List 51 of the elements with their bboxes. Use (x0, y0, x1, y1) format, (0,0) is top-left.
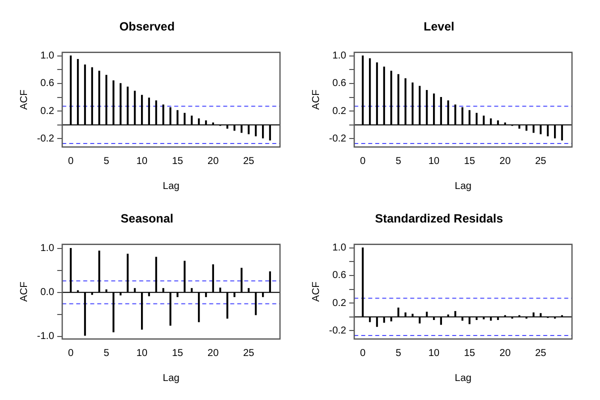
x-tick-label: 5 (396, 156, 402, 167)
x-axis-title: Lag (162, 372, 180, 384)
y-tick-label: 1.0 (332, 242, 347, 254)
y-axis-title: ACF (310, 90, 322, 110)
x-axis-title: Lag (454, 180, 472, 192)
x-tick-label: 25 (535, 348, 547, 359)
x-tick-label: 5 (396, 348, 402, 359)
x-tick-label: 0 (360, 156, 366, 167)
y-tick-label: 0.6 (332, 78, 347, 90)
x-tick-label: 25 (243, 156, 255, 167)
x-tick-label: 0 (68, 348, 74, 359)
x-tick-label: 20 (500, 348, 512, 359)
x-tick-label: 20 (500, 156, 512, 167)
x-tick-label: 0 (360, 348, 366, 359)
y-tick-label: 0.2 (332, 298, 347, 309)
y-tick-label: 0.6 (40, 78, 55, 90)
x-axis-title: Lag (162, 180, 180, 192)
x-tick-label: 15 (464, 156, 476, 167)
x-tick-label: 15 (172, 156, 184, 167)
x-tick-label: 15 (172, 348, 184, 359)
x-tick-label: 0 (68, 156, 74, 167)
y-tick-label: 0.0 (40, 287, 55, 298)
x-tick-label: 10 (136, 156, 148, 167)
x-tick-label: 25 (535, 156, 547, 167)
x-tick-label: 5 (104, 348, 110, 359)
y-axis-title: ACF (310, 282, 322, 302)
y-tick-label: 0.2 (40, 106, 55, 117)
y-tick-label: 1.0 (332, 50, 347, 62)
y-tick-label: -1.0 (36, 331, 55, 342)
y-tick-label: 0.6 (332, 270, 347, 282)
x-axis-title: Lag (454, 372, 472, 384)
y-tick-label: -0.2 (328, 325, 347, 336)
y-axis-title: ACF (18, 282, 30, 302)
x-tick-label: 25 (243, 348, 255, 359)
x-tick-label: 10 (428, 156, 440, 167)
chart-title: Seasonal (120, 212, 174, 226)
x-tick-label: 5 (104, 156, 110, 167)
y-tick-label: 0.2 (332, 106, 347, 117)
y-tick-label: 1.0 (40, 50, 55, 62)
chart-title: Observed (119, 20, 175, 34)
chart-title: Standardized Residals (374, 212, 504, 226)
x-tick-label: 20 (208, 348, 220, 359)
y-tick-label: -0.2 (328, 133, 347, 144)
x-tick-label: 20 (208, 156, 220, 167)
x-tick-label: 15 (464, 348, 476, 359)
x-tick-label: 10 (428, 348, 440, 359)
chart-title: Level (424, 20, 454, 34)
y-axis-title: ACF (18, 90, 30, 110)
x-tick-label: 10 (136, 348, 148, 359)
y-tick-label: 1.0 (40, 243, 55, 254)
y-tick-label: -0.2 (36, 133, 55, 144)
